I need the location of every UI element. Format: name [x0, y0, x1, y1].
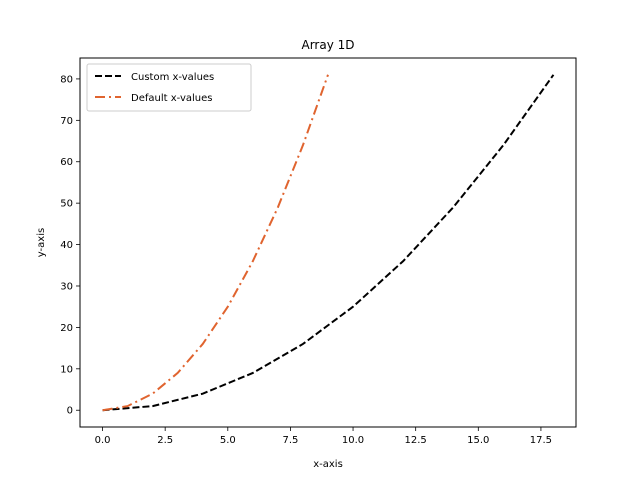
- x-tick-label: 0.0: [95, 435, 111, 446]
- y-tick-label: 40: [60, 240, 73, 251]
- legend: Custom x-values Default x-values: [86, 63, 252, 112]
- y-axis-label: y-axis: [36, 228, 47, 257]
- y-tick-label: 30: [60, 281, 73, 292]
- x-axis-label: x-axis: [313, 459, 343, 470]
- plot-frame: [79, 57, 577, 428]
- x-tick-label: 5.0: [220, 435, 236, 446]
- legend-label-default-x-values: Default x-values: [131, 93, 213, 104]
- plot-lines: [102, 74, 555, 412]
- y-tick-label: 60: [60, 157, 73, 168]
- legend-box: [86, 63, 252, 112]
- x-axis-ticks: 0.0 2.5 5.0 7.5 10.0 12.5 15.0 17.5: [95, 427, 552, 446]
- series-line-custom-x-values: [102, 74, 555, 412]
- y-tick-label: 0: [67, 406, 73, 417]
- x-tick-label: 15.0: [467, 435, 489, 446]
- y-tick-label: 50: [60, 199, 73, 210]
- x-tick-label: 2.5: [157, 435, 173, 446]
- chart-title: Array 1D: [301, 38, 354, 52]
- y-axis-ticks: 0 10 20 30 40 50 60 70 80: [60, 74, 80, 417]
- y-tick-label: 80: [60, 74, 73, 85]
- y-tick-label: 70: [60, 116, 73, 127]
- x-tick-label: 12.5: [405, 435, 427, 446]
- x-tick-label: 10.0: [342, 435, 364, 446]
- y-tick-label: 20: [60, 323, 73, 334]
- series-line-default-x-values: [102, 74, 329, 412]
- x-tick-label: 17.5: [530, 435, 552, 446]
- x-tick-label: 7.5: [282, 435, 298, 446]
- legend-label-custom-x-values: Custom x-values: [131, 72, 214, 83]
- y-tick-label: 10: [60, 364, 73, 375]
